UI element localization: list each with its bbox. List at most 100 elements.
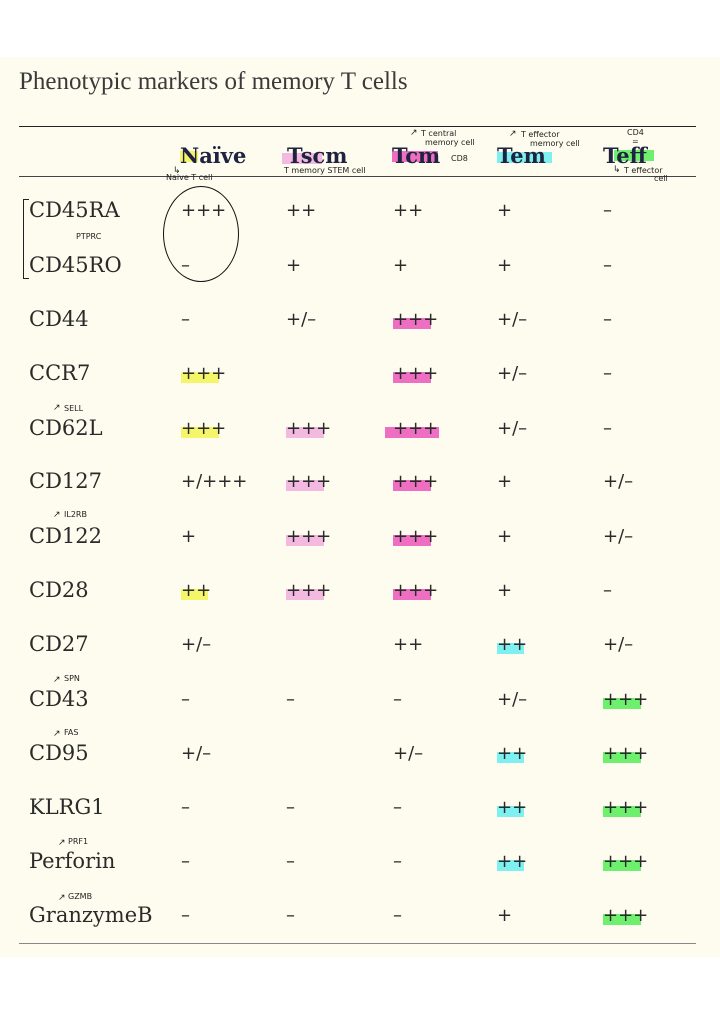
spn-arrow-icon: ↗: [53, 675, 61, 685]
cell-value: –: [603, 363, 612, 384]
cell-value: –: [286, 851, 295, 872]
marker-name: CD127: [29, 469, 102, 493]
prf1-arrow-icon: ↗: [58, 838, 66, 848]
cell-value: –: [393, 689, 402, 710]
il2rb-note: IL2RB: [64, 510, 87, 519]
cell-value: +/–: [286, 309, 317, 330]
cell-highlight: [497, 643, 524, 654]
cell-value: +++: [286, 526, 332, 547]
cell-value: +++: [603, 689, 649, 710]
cell-value: –: [286, 797, 295, 818]
marker-name: CD28: [29, 578, 89, 602]
cell-value: +/–: [603, 526, 634, 547]
cell-value: –: [181, 255, 190, 276]
cell-value: –: [286, 905, 295, 926]
table-header-rule: [19, 176, 696, 177]
tcm-note-arrow-icon: ↗: [410, 128, 418, 138]
cell-highlight: [497, 752, 524, 763]
fas-arrow-icon: ↗: [53, 729, 61, 739]
tscm-note: T memory STEM cell: [284, 166, 366, 175]
teff-note-bottom-1: T effector: [624, 166, 663, 175]
spn-note: SPN: [64, 674, 80, 683]
document-page: [0, 57, 720, 957]
cell-value: +/–: [393, 743, 424, 764]
cell-value: –: [181, 851, 190, 872]
cell-value: ++: [393, 634, 424, 655]
teff-note-mid: =: [632, 137, 639, 146]
cell-value: +/–: [497, 418, 528, 439]
cell-value: +: [286, 255, 302, 276]
marker-name: CD45RO: [29, 253, 122, 277]
fas-note: FAS: [64, 728, 79, 737]
cell-value: +/–: [497, 309, 528, 330]
prf1-note: PRF1: [68, 837, 89, 846]
marker-name: GranzymeB: [29, 903, 153, 927]
tem-note-top: T effector: [521, 130, 560, 139]
cell-value: –: [393, 797, 402, 818]
sell-note: SELL: [64, 404, 84, 413]
naive-note: Naive T cell: [166, 173, 213, 182]
table-top-rule: [19, 126, 696, 127]
naive-cd45-circle: [163, 186, 239, 282]
teff-note-bottom-2: cell: [654, 174, 668, 183]
sell-arrow-icon: ↗: [53, 403, 61, 413]
cell-value: +/–: [603, 471, 634, 492]
cell-highlight: [286, 589, 324, 600]
column-header-teff: Teff: [603, 143, 647, 168]
il2rb-arrow-icon: ↗: [53, 510, 61, 520]
tem-note-mid: memory cell: [530, 139, 580, 148]
cell-value: +++: [393, 471, 439, 492]
column-header-naive: Naïve: [180, 143, 247, 168]
cell-value: +: [497, 905, 513, 926]
cell-value: +: [497, 255, 513, 276]
header-highlight-tscm: [282, 153, 322, 164]
cell-value: +++: [393, 418, 439, 439]
cell-value: +++: [286, 580, 332, 601]
cell-value: –: [181, 797, 190, 818]
cell-highlight: [385, 427, 439, 438]
cell-value: –: [603, 309, 612, 330]
table-bottom-rule: [19, 943, 696, 944]
marker-name: CD43: [29, 687, 89, 711]
cell-highlight: [393, 480, 431, 491]
column-header-tem: Tem: [497, 143, 546, 168]
cell-highlight: [393, 535, 431, 546]
cell-value: –: [603, 255, 612, 276]
naive-note-arrow-icon: ↳: [173, 166, 181, 176]
cell-value: –: [181, 905, 190, 926]
cell-value: +/–: [497, 689, 528, 710]
marker-name: CD45RA: [29, 198, 120, 222]
tem-note-arrow-icon: ↗: [509, 129, 517, 139]
cell-highlight: [497, 860, 524, 871]
marker-name: CD122: [29, 524, 102, 548]
marker-name: CD27: [29, 632, 89, 656]
cell-value: +: [497, 526, 513, 547]
marker-name: CD95: [29, 741, 89, 765]
cell-value: –: [603, 200, 612, 221]
cell-value: +++: [393, 526, 439, 547]
cell-value: +++: [603, 851, 649, 872]
cell-value: +/–: [181, 634, 212, 655]
cell-highlight: [393, 372, 431, 383]
cell-highlight: [286, 427, 324, 438]
cell-value: +++: [603, 743, 649, 764]
marker-name: KLRG1: [29, 795, 105, 819]
cell-value: +++: [393, 309, 439, 330]
cell-value: +/–: [181, 743, 212, 764]
cell-value: +++: [603, 905, 649, 926]
cell-value: ++: [497, 851, 528, 872]
cell-value: +++: [286, 418, 332, 439]
cell-value: +/+++: [181, 471, 248, 492]
cell-value: –: [393, 905, 402, 926]
tcm-note-mid: memory cell: [425, 138, 475, 147]
cell-value: ++: [497, 797, 528, 818]
cell-value: +: [497, 200, 513, 221]
cell-highlight: [603, 806, 641, 817]
cell-highlight: [603, 914, 641, 925]
teff-note-arrow-icon: ↳: [613, 165, 621, 175]
cell-value: –: [393, 851, 402, 872]
tcm-note-right: CD8: [451, 154, 468, 163]
gzmb-arrow-icon: ↗: [58, 893, 66, 903]
cell-highlight: [393, 589, 431, 600]
cell-highlight: [603, 752, 641, 763]
